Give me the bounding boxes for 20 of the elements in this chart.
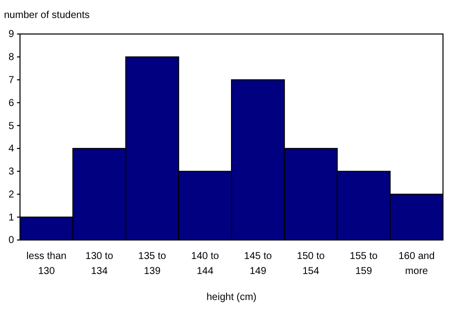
x-tick-label: less than 130 <box>26 251 66 278</box>
y-axis-title: number of students <box>4 10 90 21</box>
x-tick-label: 140 to 144 <box>191 251 220 278</box>
y-tick-label: 2 <box>8 189 14 200</box>
y-tick-label: 6 <box>8 98 14 109</box>
x-axis-title: height (cm) <box>206 292 257 303</box>
x-tick-label: 150 to 154 <box>296 251 326 278</box>
x-tick-label: 135 to 139 <box>138 251 167 278</box>
x-tick-label: 160 and more <box>398 251 435 278</box>
y-tick-label: 7 <box>8 74 14 86</box>
y-tick-label: 3 <box>8 166 14 178</box>
y-tick-label: 8 <box>8 52 14 64</box>
x-tick-label: 155 to 159 <box>350 251 378 278</box>
y-tick-label: 4 <box>8 144 14 155</box>
y-tick-label: 5 <box>8 120 14 132</box>
y-tick-label: 1 <box>8 212 14 224</box>
x-tick-label: 145 to 149 <box>244 251 272 278</box>
x-tick-label: 130 to 134 <box>85 251 114 278</box>
y-tick-label: 0 <box>8 235 14 246</box>
y-tick-label: 9 <box>8 29 14 40</box>
